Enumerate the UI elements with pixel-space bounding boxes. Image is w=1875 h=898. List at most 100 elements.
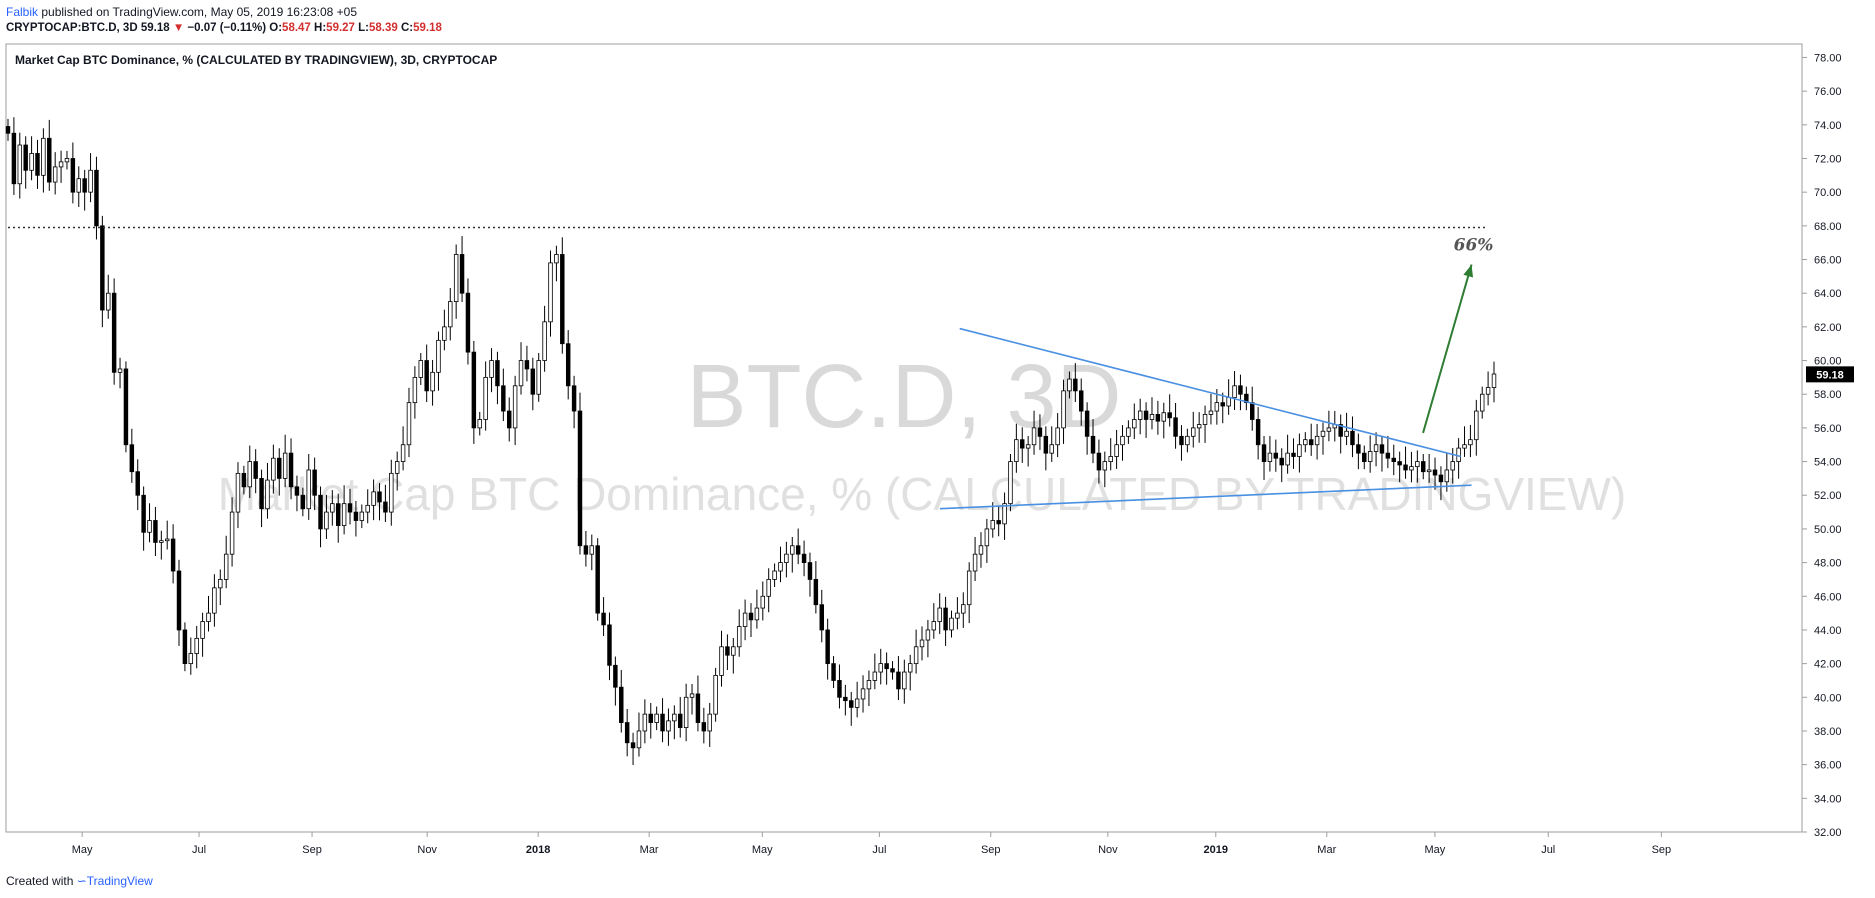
- candle-body: [1468, 439, 1473, 446]
- candle: [442, 309, 447, 351]
- candle-body: [507, 410, 512, 429]
- change-value: −0.07 (−0.11%): [187, 22, 267, 34]
- created-with-text: Created with: [6, 874, 74, 888]
- candle: [890, 661, 895, 680]
- candle: [560, 237, 565, 354]
- candle: [825, 618, 830, 680]
- candle-body: [571, 385, 577, 412]
- candle-body: [937, 607, 942, 622]
- candle: [736, 609, 742, 657]
- candle: [318, 486, 323, 548]
- candle: [141, 486, 146, 551]
- candle: [495, 351, 500, 405]
- candle: [831, 656, 836, 689]
- y-tick-label: 44.00: [1814, 625, 1842, 637]
- candle: [383, 484, 388, 523]
- candle: [795, 528, 801, 565]
- candle-body: [624, 722, 630, 744]
- candle-body: [1438, 474, 1444, 483]
- candle: [978, 532, 984, 568]
- candle: [1320, 422, 1326, 455]
- candle: [955, 597, 960, 630]
- candle: [430, 359, 435, 406]
- projection-arrow-line: [1422, 264, 1473, 434]
- candle-body: [1362, 452, 1367, 462]
- candle-body: [748, 612, 754, 621]
- candle-body: [695, 693, 701, 723]
- candle: [613, 656, 618, 706]
- x-tick-label: Jul: [872, 844, 886, 856]
- candle: [253, 449, 258, 494]
- candle: [866, 670, 872, 707]
- candle-body: [1479, 393, 1485, 412]
- candle: [813, 561, 819, 614]
- candle-body: [736, 626, 742, 648]
- x-tick-label: May: [72, 844, 93, 856]
- candle-body: [642, 713, 648, 732]
- candle: [1285, 434, 1290, 474]
- candle-body: [972, 553, 978, 572]
- candle-body: [1096, 452, 1102, 471]
- candle: [324, 494, 329, 539]
- candle-body: [666, 720, 671, 732]
- candle: [1421, 453, 1426, 480]
- candle-body: [1214, 402, 1220, 412]
- last-price-label: 59.18: [1816, 369, 1844, 381]
- candle: [577, 392, 583, 555]
- candle-body: [111, 292, 117, 373]
- candle: [58, 150, 64, 183]
- candle: [872, 653, 878, 690]
- candle-body: [1291, 452, 1296, 457]
- candle: [571, 375, 577, 429]
- candle: [689, 683, 695, 715]
- candle: [129, 428, 135, 483]
- y-tick-label: 50.00: [1814, 524, 1842, 536]
- candle-body: [1226, 397, 1231, 407]
- y-tick-label: 68.00: [1814, 221, 1842, 233]
- candle: [371, 479, 376, 521]
- candle-body: [619, 686, 624, 723]
- y-axis[interactable]: 78.00 76.00 74.00 72.00 70.00 68.00 66.00 64.00…: [1802, 52, 1842, 839]
- author-link[interactable]: Falbik: [6, 5, 39, 19]
- last-price-badge: [1806, 366, 1854, 383]
- candle: [483, 361, 488, 431]
- candle-body: [1338, 424, 1343, 437]
- candle: [902, 659, 907, 704]
- candle: [678, 696, 683, 738]
- candle: [1025, 435, 1031, 467]
- candle-body: [1155, 414, 1161, 422]
- candle-body: [1196, 424, 1202, 429]
- candle: [536, 352, 541, 402]
- candle: [707, 702, 712, 747]
- candle: [1303, 432, 1308, 453]
- candle-body: [147, 520, 152, 533]
- candle-body: [406, 402, 412, 446]
- candle-body: [324, 511, 329, 530]
- candle: [1308, 423, 1314, 456]
- candle-body: [648, 713, 653, 723]
- candle-body: [436, 339, 441, 373]
- candle-body: [518, 360, 524, 387]
- chart-title: Market Cap BTC Dominance, % (CALCULATED …: [15, 53, 497, 67]
- candle-body: [1020, 439, 1025, 449]
- x-axis[interactable]: May Jul Sep Nov 2018 Mar May Jul Sep Nov 2019 Mar Ma…: [72, 832, 1671, 856]
- candle: [595, 538, 600, 621]
- candle: [218, 569, 223, 606]
- candle-body: [106, 292, 111, 311]
- candle-body: [330, 503, 335, 513]
- candle-body: [689, 693, 695, 698]
- candle: [424, 344, 429, 403]
- candle: [170, 524, 176, 584]
- candle: [477, 411, 482, 436]
- ohlc-line: CRYPTOCAP:BTC.D, 3D 59.18 ▼ −0.07 (−0.11…: [6, 20, 442, 36]
- candle: [1415, 450, 1420, 483]
- upper-trendline: [959, 327, 1461, 458]
- candle-body: [1167, 412, 1172, 419]
- candle-body: [878, 663, 883, 673]
- candle-body: [1426, 469, 1432, 473]
- tradingview-link[interactable]: TradingView: [86, 874, 153, 888]
- candle-body: [825, 629, 830, 665]
- y-tick-label: 52.00: [1814, 490, 1842, 502]
- open-label: O:: [269, 22, 283, 34]
